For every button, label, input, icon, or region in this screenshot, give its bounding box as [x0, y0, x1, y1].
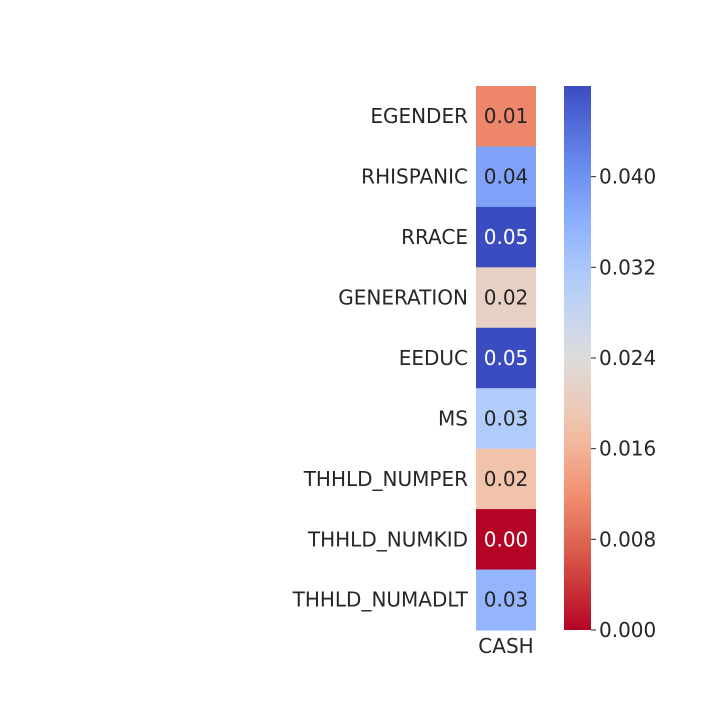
column-label: CASH: [478, 634, 533, 658]
cell-annotation: 0.02: [484, 286, 529, 310]
cell-annotation: 0.05: [484, 225, 529, 249]
heatmap-cell: [476, 327, 536, 389]
colorbar-tick-label: 0.024: [599, 346, 656, 370]
cell-annotation: 0.02: [484, 467, 529, 491]
heatmap-cell: [476, 509, 536, 571]
cell-annotation: 0.00: [484, 527, 529, 551]
colorbar-tick-label: 0.000: [599, 618, 656, 642]
colorbar-tick-label: 0.032: [599, 255, 656, 279]
colorbar-tick-label: 0.016: [599, 437, 656, 461]
colorbar-tick-label: 0.040: [599, 165, 656, 189]
cell-annotation: 0.04: [484, 165, 529, 189]
heatmap-cell: [476, 569, 536, 631]
row-label: THHLD_NUMADLT: [292, 588, 469, 612]
row-label: EEDUC: [399, 346, 468, 370]
colorbar-tick-label: 0.008: [599, 527, 656, 551]
row-label: THHLD_NUMKID: [307, 527, 468, 551]
row-label: EGENDER: [370, 104, 468, 128]
heatmap-cell: [476, 206, 536, 268]
row-label: GENERATION: [338, 286, 468, 310]
heatmap-cell: [476, 388, 536, 450]
heatmap-cell: [476, 267, 536, 329]
row-label: MS: [438, 406, 468, 430]
colorbar: [564, 86, 591, 630]
row-label: THHLD_NUMPER: [303, 467, 468, 491]
heatmap-cell: [476, 146, 536, 208]
cell-annotation: 0.03: [484, 406, 529, 430]
cell-annotation: 0.01: [484, 104, 529, 128]
cell-annotation: 0.05: [484, 346, 529, 370]
cell-annotation: 0.03: [484, 588, 529, 612]
row-label: RRACE: [401, 225, 468, 249]
heatmap-cell: [476, 448, 536, 510]
heatmap-cell: [476, 86, 536, 148]
row-label: RHISPANIC: [361, 165, 468, 189]
